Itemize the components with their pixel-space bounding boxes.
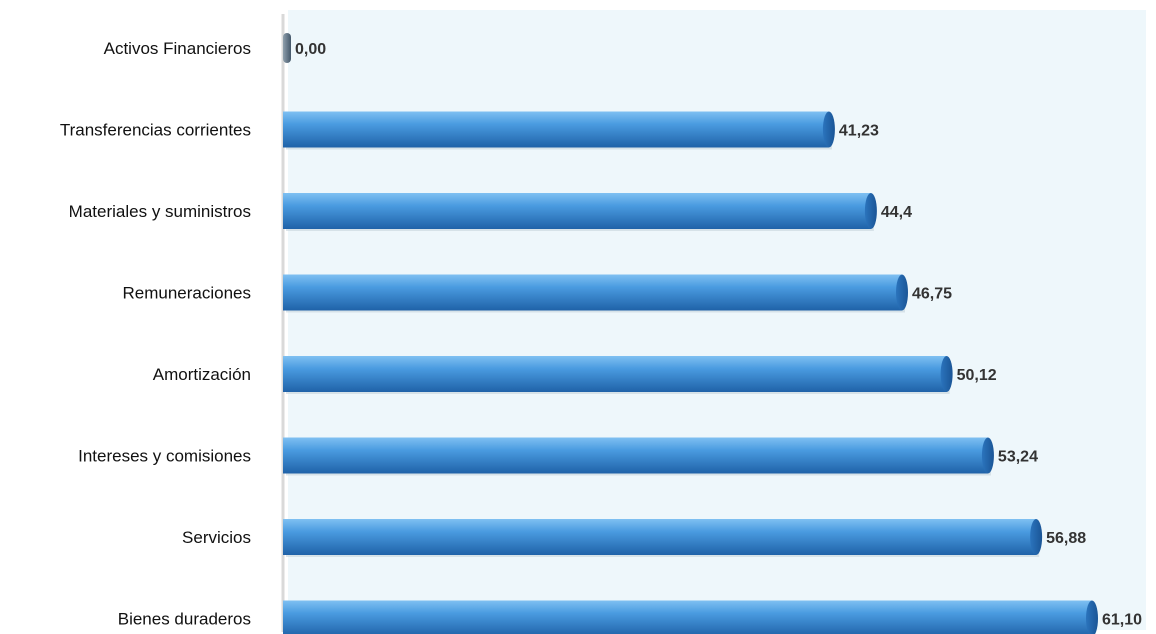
value-label: 50,12 xyxy=(957,367,997,384)
bar-end-cap xyxy=(864,193,877,229)
bar-end-cap xyxy=(822,111,835,148)
category-label: Intereses y comisiones xyxy=(78,447,251,466)
value-label: 56,88 xyxy=(1046,530,1086,547)
bar xyxy=(283,437,988,474)
category-label: Transferencias corrientes xyxy=(60,121,251,140)
bar-end-cap xyxy=(1030,519,1043,555)
value-label: 0,00 xyxy=(295,41,326,58)
value-label: 41,23 xyxy=(839,123,879,140)
bar xyxy=(283,519,1037,555)
bar-end-cap xyxy=(895,274,908,311)
bar-end-cap xyxy=(940,356,953,392)
category-label: Materiales y suministros xyxy=(69,202,251,221)
category-label: Amortización xyxy=(153,365,251,384)
bar xyxy=(283,600,1092,634)
value-label: 46,75 xyxy=(912,286,952,303)
value-label: 44,4 xyxy=(881,204,912,221)
bar-end-cap xyxy=(1086,600,1098,634)
value-label: 61,10 xyxy=(1102,612,1142,629)
bar xyxy=(283,274,902,311)
category-label: Remuneraciones xyxy=(122,284,251,303)
value-label: 53,24 xyxy=(998,449,1038,466)
bar xyxy=(283,356,947,392)
category-label: Activos Financieros xyxy=(104,39,251,58)
bar xyxy=(283,33,291,63)
bar xyxy=(283,193,871,229)
bar-end-cap xyxy=(981,437,994,474)
category-label: Bienes duraderos xyxy=(118,610,251,629)
category-label: Servicios xyxy=(182,528,251,547)
bar xyxy=(283,111,829,148)
